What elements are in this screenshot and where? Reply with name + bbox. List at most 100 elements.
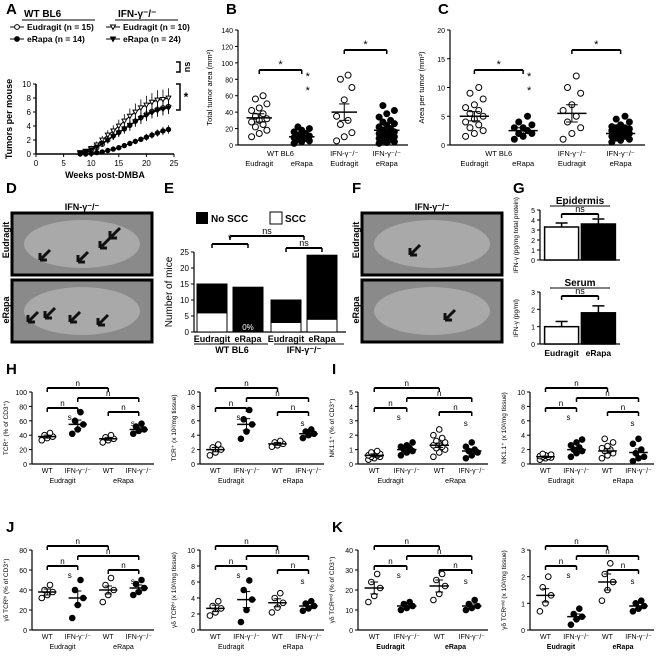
data-point: [406, 598, 413, 606]
significance-label: ns: [575, 204, 585, 214]
data-point: [248, 133, 256, 141]
photo-header: IFN-γ⁻/⁻: [65, 202, 100, 212]
y-tick-label: 100: [221, 61, 233, 68]
significance-bracket: n: [406, 547, 473, 560]
significance-label: n: [605, 389, 609, 398]
data-point: [129, 430, 137, 438]
dot-group: [206, 597, 225, 619]
panel-j-left: 0 20 40 60 80 γδ TCRʰⁱ (% of CD3⁺) WT IFN-γ⁻/⁻ W…: [2, 537, 154, 651]
data-point: [598, 597, 606, 604]
arrow-icon: [108, 226, 122, 240]
significance-label: n: [60, 557, 64, 566]
y-tick-label: 2: [521, 448, 525, 455]
significance-label: n: [121, 561, 125, 570]
data-point: [368, 449, 375, 456]
panel-h-right: 0 2 4 6 8 10 TCR⁺ (x 10²/mg tissue) WT IFN-γ⁻/⁻ W…: [171, 379, 324, 485]
data-point: [333, 112, 341, 120]
data-point: [433, 437, 440, 445]
legend-group-label: WT BL6: [24, 9, 62, 20]
x-group-label: Eudragit: [547, 644, 576, 651]
significance-bracket: n: [575, 547, 640, 560]
data-point: [248, 118, 256, 126]
row-label: eRapa: [351, 296, 361, 324]
x-label: eRapa: [586, 348, 612, 358]
data-point: [403, 441, 411, 449]
y-axis-label: γδ TCRʰⁱ (% of CD3⁺): [2, 558, 10, 621]
dot-group: [508, 112, 538, 143]
significance-bracket: n: [214, 399, 248, 412]
data-point: [575, 605, 583, 612]
arrow-icon: [43, 306, 57, 320]
significance-label: s: [301, 577, 305, 586]
y-tick-label: 10: [187, 548, 195, 555]
y-tick-label: 0: [521, 462, 525, 469]
y-tick-label: 2: [27, 136, 32, 145]
significance-label: n: [106, 389, 110, 398]
data-point: [577, 89, 585, 97]
data-point: [462, 118, 470, 126]
data-point: [515, 118, 523, 126]
data-point: [397, 606, 405, 614]
data-point: [143, 102, 150, 109]
y-tick-label: 40: [225, 110, 233, 117]
y-tick-label: 0: [27, 150, 32, 159]
data-point: [466, 89, 474, 97]
arrow-icon: [98, 236, 112, 250]
x-label: IFN-γ⁻/⁻: [126, 468, 153, 475]
data-point: [340, 133, 348, 141]
data-point: [206, 612, 214, 619]
panel-letter-h: H: [6, 361, 17, 378]
data-point: [387, 116, 395, 124]
data-point: [132, 119, 139, 126]
dot-group: [99, 431, 118, 446]
legend-label: Eudragit (n = 15): [27, 22, 94, 32]
significance-bracket: n: [46, 379, 109, 392]
data-point: [290, 128, 298, 136]
data-point: [430, 453, 437, 461]
significance-label: s: [68, 413, 72, 422]
y-tick-label: 20: [180, 264, 189, 273]
significance-bracket: n: [107, 403, 140, 416]
significance-label: s: [301, 419, 305, 428]
data-point: [435, 426, 443, 433]
dot-group: [237, 577, 256, 626]
significance-bracket: n: [406, 389, 473, 402]
data-point: [268, 609, 276, 616]
significance-label: s: [567, 413, 571, 422]
data-point: [305, 125, 313, 133]
data-point: [383, 110, 391, 118]
data-point: [214, 441, 222, 448]
significance-label: n: [405, 379, 409, 388]
y-tick-label: 100: [15, 390, 27, 397]
dot-group: [268, 437, 287, 451]
y-tick-label: 4: [191, 433, 195, 440]
y-tick-label: 60: [19, 419, 27, 426]
data-point: [340, 96, 348, 104]
x-tick-label: 5: [61, 159, 66, 168]
data-point: [621, 112, 629, 120]
data-point: [154, 97, 161, 104]
dot-group: [364, 447, 384, 463]
dot-group: [68, 576, 87, 622]
data-point: [344, 71, 352, 79]
panel-i-left: 0 1 2 3 4 5 NK1.1⁺ (% of CD3⁺) WT IFN-γ⁻/⁻ WT IFN-…: [329, 379, 488, 485]
significance-label: n: [574, 379, 578, 388]
x-label: eRapa: [610, 159, 633, 168]
data-point: [110, 134, 117, 140]
star-label: *: [527, 71, 532, 83]
significance-bracket: n: [544, 537, 609, 550]
data-point: [559, 135, 567, 143]
data-point: [604, 442, 611, 450]
panel-letter-d: D: [6, 180, 17, 197]
x-label: WT: [103, 468, 115, 475]
data-point: [154, 130, 161, 136]
x-label: WT: [42, 634, 54, 641]
arrow-icon: [96, 313, 110, 327]
data-point: [76, 150, 84, 157]
data-point: [578, 436, 586, 443]
dot-group: [364, 570, 384, 606]
dot-group: [567, 436, 586, 461]
dot-group: [38, 429, 57, 444]
significance-label: n: [60, 399, 64, 408]
dot-group: [331, 71, 357, 145]
